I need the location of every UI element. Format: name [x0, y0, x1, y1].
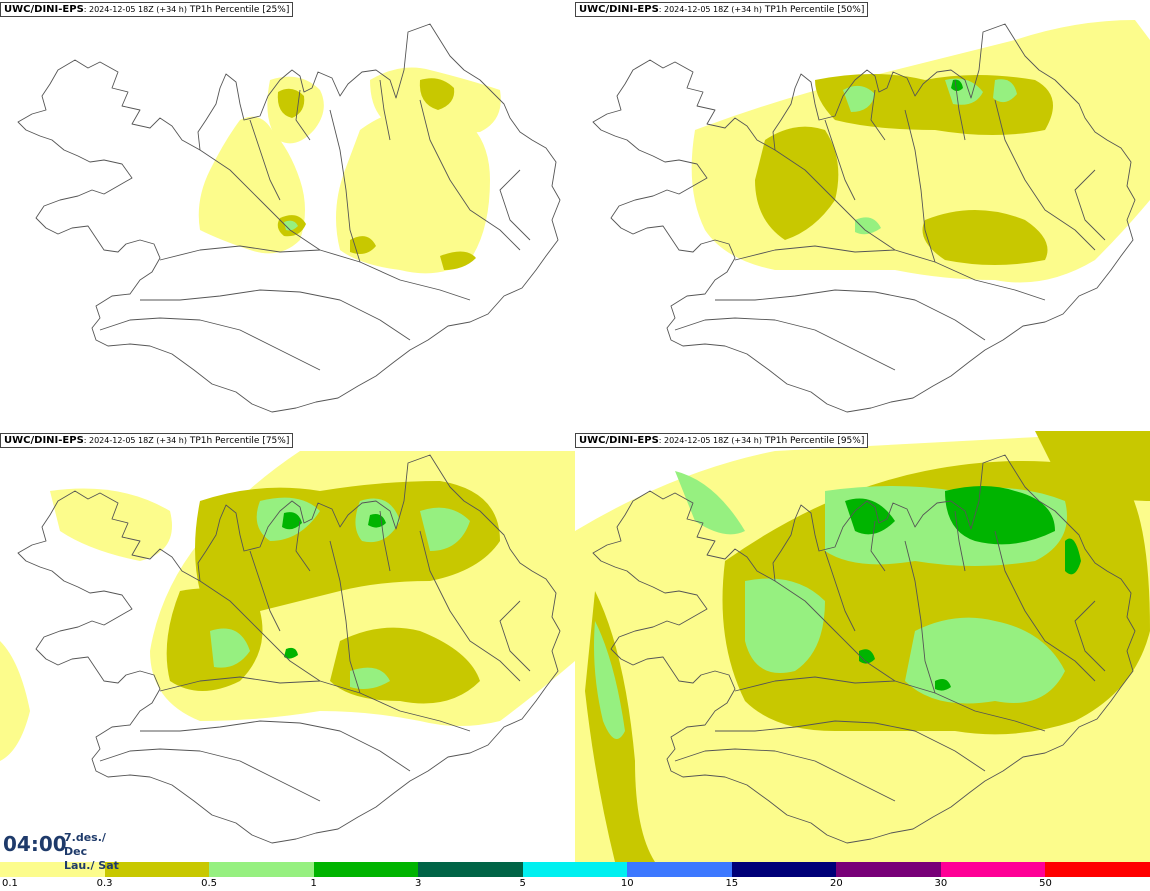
legend-label: 15 [725, 878, 739, 889]
legend-swatch [627, 862, 732, 877]
run-info: : 2024-12-05 18Z (+34 h) [83, 5, 187, 14]
model-name: UWC/DINI-EPS [579, 4, 659, 15]
legend-swatch [836, 862, 941, 877]
legend-swatch [313, 862, 419, 877]
precip-map [575, 431, 1150, 862]
legend-swatch [104, 862, 210, 877]
legend-swatch [522, 862, 628, 877]
legend-swatch [209, 862, 314, 877]
legend-swatch [418, 862, 523, 877]
run-info: : 2024-12-05 18Z (+34 h) [658, 5, 762, 14]
legend-label: 0.1 [2, 878, 18, 889]
panel-title: UWC/DINI-EPS: 2024-12-05 18Z (+34 h) TP1… [0, 2, 294, 17]
precip-map [0, 451, 575, 844]
valid-time: 04:00 [3, 832, 67, 856]
model-name: UWC/DINI-EPS [4, 435, 84, 446]
legend-labels: 0.1 0.3 0.5 1 3 5 10 15 20 30 50 [0, 877, 1150, 891]
map-panel-p75: UWC/DINI-EPS: 2024-12-05 18Z (+34 h) TP1… [0, 431, 575, 862]
model-name: UWC/DINI-EPS [579, 435, 659, 446]
model-name: UWC/DINI-EPS [4, 4, 84, 15]
field-name: TP1h Percentile [75%] [186, 436, 290, 446]
legend-label: 10 [620, 878, 634, 889]
map-panel-p95: UWC/DINI-EPS: 2024-12-05 18Z (+34 h) TP1… [575, 431, 1150, 862]
legend-label: 0.3 [96, 878, 113, 889]
valid-date-line1: 7.des./ Dec [64, 831, 106, 858]
run-info: : 2024-12-05 18Z (+34 h) [83, 436, 187, 445]
map-panel-p50: UWC/DINI-EPS: 2024-12-05 18Z (+34 h) TP1… [575, 0, 1150, 431]
precip-map [17, 23, 561, 413]
legend-label: 5 [519, 878, 526, 889]
legend-label: 3 [414, 878, 422, 889]
field-name: TP1h Percentile [25%] [186, 5, 290, 15]
precip-map [592, 20, 1150, 413]
valid-date: 7.des./ Dec Lau./ Sat [64, 831, 130, 873]
legend-bar [0, 862, 1150, 877]
legend-swatch [0, 862, 105, 877]
map-panel-p25: UWC/DINI-EPS: 2024-12-05 18Z (+34 h) TP1… [0, 0, 575, 431]
field-name: TP1h Percentile [95%] [761, 436, 865, 446]
legend-label: 0.5 [201, 878, 218, 889]
panel-title: UWC/DINI-EPS: 2024-12-05 18Z (+34 h) TP1… [575, 2, 869, 17]
legend-swatch [940, 862, 1046, 877]
field-name: TP1h Percentile [50%] [761, 5, 865, 15]
run-info: : 2024-12-05 18Z (+34 h) [658, 436, 762, 445]
legend-label: 20 [829, 878, 843, 889]
valid-date-line2: Lau./ Sat [64, 859, 119, 872]
panel-title: UWC/DINI-EPS: 2024-12-05 18Z (+34 h) TP1… [0, 433, 294, 448]
legend-label: 50 [1039, 878, 1052, 889]
color-legend: 0.1 0.3 0.5 1 3 5 10 15 20 30 50 [0, 862, 1150, 891]
legend-swatch [731, 862, 837, 877]
legend-swatch [1045, 862, 1150, 877]
legend-label: 1 [310, 878, 317, 889]
legend-label: 30 [934, 878, 948, 889]
panel-title: UWC/DINI-EPS: 2024-12-05 18Z (+34 h) TP1… [575, 433, 869, 448]
valid-time-box: 04:00 7.des./ Dec Lau./ Sat [0, 830, 130, 872]
